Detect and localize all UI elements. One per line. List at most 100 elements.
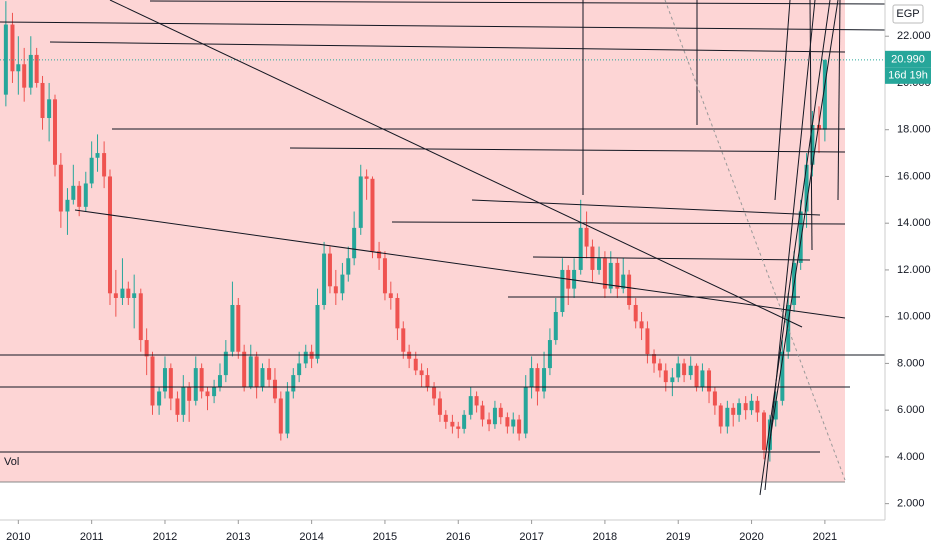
y-tick-label: 10.000 bbox=[897, 311, 931, 323]
currency: EGP bbox=[896, 8, 919, 20]
candle-body bbox=[633, 304, 638, 322]
trend-line bbox=[149, 0, 886, 5]
candle-body bbox=[462, 414, 467, 429]
candle-body bbox=[432, 386, 437, 399]
candle-body bbox=[487, 419, 492, 425]
candle-body bbox=[315, 304, 320, 359]
trend-line bbox=[759, 0, 831, 496]
candle-body bbox=[413, 358, 418, 371]
candle-body bbox=[652, 354, 657, 364]
candle-body bbox=[627, 274, 632, 305]
trend-line bbox=[74, 209, 846, 319]
candle-body bbox=[83, 183, 88, 207]
candle-body bbox=[199, 368, 204, 392]
candle-body bbox=[377, 251, 382, 259]
trend-line bbox=[49, 41, 846, 53]
candle-body bbox=[10, 24, 15, 72]
trend-line bbox=[0, 21, 886, 31]
candle-body bbox=[168, 368, 173, 399]
candle-body bbox=[267, 368, 272, 380]
y-tick-label: 22.000 bbox=[897, 30, 931, 42]
candle-body bbox=[822, 59, 827, 130]
candle-body bbox=[107, 176, 112, 294]
candle-body bbox=[731, 407, 736, 415]
candle-body bbox=[725, 407, 730, 427]
candle-body bbox=[193, 368, 198, 401]
candle-body bbox=[682, 363, 687, 376]
candle-body bbox=[572, 269, 577, 289]
candle-body bbox=[480, 405, 485, 420]
candle-body bbox=[663, 370, 668, 383]
candle-body bbox=[303, 351, 308, 364]
candle-body bbox=[511, 419, 516, 427]
candle-body bbox=[120, 288, 125, 298]
candle-body bbox=[456, 426, 461, 429]
candle-body bbox=[217, 375, 222, 387]
trend-line bbox=[764, 0, 816, 491]
candle-body bbox=[3, 24, 8, 95]
y-tick-label: 8.000 bbox=[897, 357, 925, 369]
candle-body bbox=[743, 403, 748, 411]
candle-body bbox=[181, 386, 186, 415]
candle-body bbox=[737, 403, 742, 415]
candle-body bbox=[529, 368, 534, 387]
candle-body bbox=[492, 407, 497, 425]
candle-body bbox=[547, 340, 552, 369]
candle-body bbox=[16, 64, 21, 72]
candle-body bbox=[382, 258, 387, 294]
trend-line bbox=[837, 0, 841, 201]
candle-body bbox=[28, 54, 33, 88]
candle-body bbox=[553, 312, 558, 341]
x-tick-label: 2020 bbox=[739, 531, 763, 543]
x-tick-label: 2015 bbox=[373, 531, 397, 543]
candle-body bbox=[260, 368, 265, 387]
trend-line bbox=[769, 0, 839, 441]
candle-body bbox=[162, 368, 167, 392]
candle-body bbox=[236, 304, 241, 352]
x-tick-label: 2014 bbox=[299, 531, 323, 543]
candle-body bbox=[132, 293, 137, 298]
candle-body bbox=[498, 407, 503, 418]
x-tick-label: 2019 bbox=[666, 531, 690, 543]
x-tick-label: 2012 bbox=[153, 531, 177, 543]
candle-body bbox=[126, 288, 131, 298]
candle-body bbox=[248, 356, 253, 387]
candle-body bbox=[762, 412, 767, 450]
candle-body bbox=[322, 253, 327, 305]
candle-body bbox=[615, 262, 620, 289]
candle-body bbox=[810, 125, 815, 165]
candle-body bbox=[34, 54, 39, 83]
price-tag bbox=[885, 50, 931, 68]
candle-body bbox=[780, 351, 785, 401]
countdown-tag bbox=[885, 67, 931, 84]
candle-body bbox=[694, 365, 699, 387]
candle-body bbox=[223, 351, 228, 376]
candle-body bbox=[597, 258, 602, 270]
candle-body bbox=[254, 356, 259, 387]
candle-body bbox=[175, 398, 180, 415]
dashed-line bbox=[664, 0, 846, 481]
candle-body bbox=[364, 176, 369, 179]
candle-body bbox=[773, 400, 778, 420]
candle-body bbox=[327, 253, 332, 287]
candle-body bbox=[113, 293, 118, 298]
candle-body bbox=[621, 274, 626, 289]
trend-line bbox=[774, 0, 791, 201]
candle-body bbox=[657, 363, 662, 371]
candle-body bbox=[608, 262, 613, 289]
candle-body bbox=[187, 386, 192, 401]
candle-body bbox=[47, 99, 52, 119]
candle-body bbox=[798, 211, 803, 263]
trend-line bbox=[532, 256, 811, 261]
y-tick-label: 2.000 bbox=[897, 498, 925, 510]
x-tick-label: 2016 bbox=[446, 531, 470, 543]
candle-body bbox=[602, 258, 607, 289]
candle-body bbox=[291, 375, 296, 392]
y-tick-label: 18.000 bbox=[897, 124, 931, 136]
candle-body bbox=[89, 157, 94, 184]
candle-body bbox=[443, 414, 448, 422]
candle-body bbox=[542, 368, 547, 392]
x-tick-label: 2013 bbox=[226, 531, 250, 543]
candle-body bbox=[65, 199, 70, 212]
